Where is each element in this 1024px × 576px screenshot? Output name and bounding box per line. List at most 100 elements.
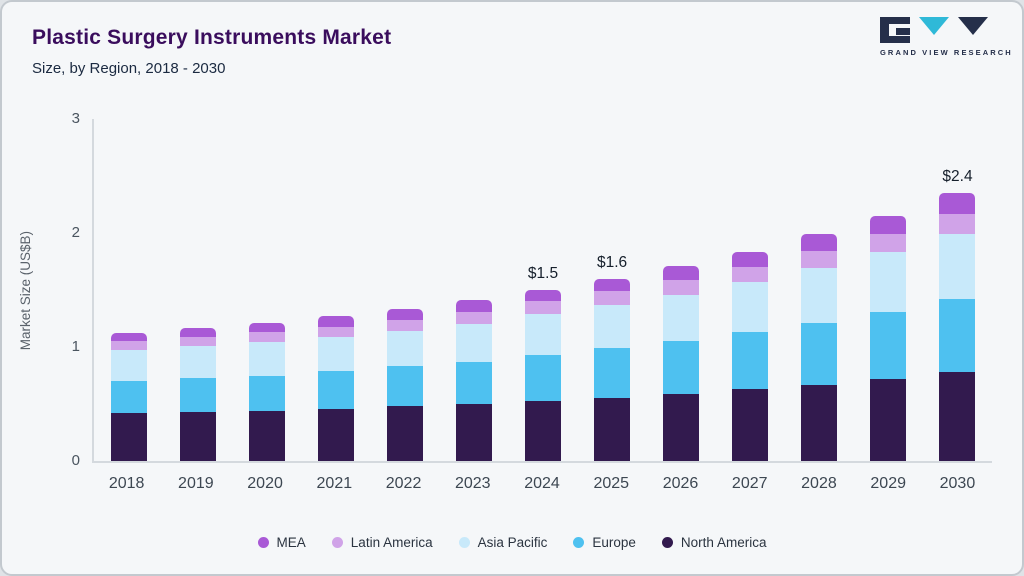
bar-column-2022 xyxy=(370,119,439,461)
stacked-bar-2029 xyxy=(870,215,907,461)
logo-g-glyph xyxy=(880,17,910,43)
y-tick-1: 1 xyxy=(71,338,80,355)
stacked-bar-2023 xyxy=(455,300,492,461)
legend-item-asia-pacific: Asia Pacific xyxy=(458,535,548,550)
legend-dot-latin-america xyxy=(331,537,343,548)
stacked-bar-2028 xyxy=(801,234,838,461)
segment-latin-america-2018 xyxy=(110,341,147,351)
segment-europe-2024 xyxy=(525,355,561,401)
segment-mea-2026 xyxy=(663,266,700,280)
segment-asia-pacific-2019 xyxy=(179,345,216,378)
segment-asia-pacific-2020 xyxy=(248,342,285,376)
segment-latin-america-2023 xyxy=(455,311,492,325)
legend-dot-europe xyxy=(573,537,585,548)
x-tick-2028: 2028 xyxy=(801,475,837,492)
segment-europe-2018 xyxy=(110,381,147,414)
segment-asia-pacific-2028 xyxy=(801,268,838,324)
value-label-2024: $1.5 xyxy=(527,265,559,283)
x-tick-2025: 2025 xyxy=(593,475,630,492)
y-tick-2: 2 xyxy=(71,224,80,241)
segment-mea-2024 xyxy=(525,290,561,302)
legend-label-asia-pacific: Asia Pacific xyxy=(477,535,548,550)
segment-latin-america-2025 xyxy=(594,291,631,305)
bar-column-2027 xyxy=(716,119,785,461)
legend: MEA Latin America Asia Pacific Europe North … xyxy=(2,535,1022,550)
segment-asia-pacific-2027 xyxy=(732,282,769,333)
x-tick-2026: 2026 xyxy=(662,475,699,492)
segment-mea-2029 xyxy=(870,215,907,235)
bar-column-2025: $1.6 xyxy=(578,119,647,461)
y-tick-0: 0 xyxy=(71,452,80,469)
segment-north-america-2019 xyxy=(179,411,216,461)
segment-europe-2021 xyxy=(317,370,354,409)
bar-column-2023 xyxy=(439,119,508,461)
segment-mea-2028 xyxy=(801,234,838,252)
stacked-bar-2030 xyxy=(939,193,976,461)
segment-north-america-2028 xyxy=(801,384,838,461)
segment-asia-pacific-2018 xyxy=(110,350,147,382)
segment-north-america-2027 xyxy=(732,389,769,461)
stacked-bar-2024 xyxy=(525,290,561,461)
stacked-bar-2019 xyxy=(179,327,216,461)
legend-label-north-america: North America xyxy=(680,535,767,550)
bar-column-2028 xyxy=(785,119,854,461)
segment-north-america-2022 xyxy=(386,406,423,461)
segment-mea-2023 xyxy=(455,300,492,312)
logo-icon xyxy=(880,17,988,43)
segment-europe-2028 xyxy=(801,323,838,385)
x-tick-2021: 2021 xyxy=(316,475,353,492)
x-tick-2030: 2030 xyxy=(939,475,976,492)
x-tick-2022: 2022 xyxy=(385,475,422,492)
value-label-2025: $1.6 xyxy=(597,253,628,271)
segment-europe-2027 xyxy=(732,332,769,390)
segment-latin-america-2021 xyxy=(317,326,354,337)
plot-area: $1.5 $1.6 $2.4 0 1 2 3 xyxy=(72,110,992,469)
segment-north-america-2030 xyxy=(939,372,976,461)
value-label-2030: $2.4 xyxy=(942,168,973,186)
segment-latin-america-2026 xyxy=(663,279,700,295)
bar-column-2024: $1.5 xyxy=(508,119,577,461)
legend-dot-north-america xyxy=(661,537,673,548)
segment-mea-2030 xyxy=(939,193,976,214)
x-tick-2024: 2024 xyxy=(524,475,560,492)
segment-europe-2023 xyxy=(455,361,492,404)
segment-mea-2022 xyxy=(386,309,423,320)
logo-text: GRAND VIEW RESEARCH xyxy=(880,48,1013,57)
bar-column-2030: $2.4 xyxy=(923,119,992,461)
bar-column-2020 xyxy=(232,119,301,461)
chart-subtitle: Size, by Region, 2018 - 2030 xyxy=(32,60,226,77)
legend-dot-mea xyxy=(257,537,269,548)
bar-column-2018 xyxy=(94,119,163,461)
y-axis-title: Market Size (US$B) xyxy=(18,119,33,463)
segment-latin-america-2024 xyxy=(525,301,561,314)
segment-north-america-2021 xyxy=(317,408,354,461)
segment-asia-pacific-2023 xyxy=(455,324,492,362)
segment-asia-pacific-2029 xyxy=(870,252,907,312)
stacked-bar-2020 xyxy=(248,323,285,461)
segment-north-america-2026 xyxy=(663,393,700,461)
x-tick-2019: 2019 xyxy=(178,475,214,492)
segment-asia-pacific-2021 xyxy=(317,336,354,371)
x-axis-labels: 2018 2019 2020 2021 2022 2023 2024 2025 2026 2027… xyxy=(92,475,992,493)
x-tick-2023: 2023 xyxy=(454,475,491,492)
stacked-bar-2027 xyxy=(732,252,769,461)
legend-item-north-america: North America xyxy=(661,535,767,550)
segment-europe-2030 xyxy=(939,299,976,373)
segment-europe-2022 xyxy=(386,366,423,407)
segment-north-america-2018 xyxy=(110,413,147,461)
legend-label-mea: MEA xyxy=(276,535,306,550)
segment-mea-2020 xyxy=(248,323,285,333)
logo-v-dark-glyph xyxy=(958,17,988,35)
legend-item-mea: MEA xyxy=(257,535,306,550)
segment-latin-america-2019 xyxy=(179,336,216,346)
segment-latin-america-2022 xyxy=(386,319,423,332)
bar-column-2021 xyxy=(301,119,370,461)
segment-mea-2019 xyxy=(179,327,216,337)
stacked-bar-2018 xyxy=(110,333,147,461)
segment-latin-america-2029 xyxy=(870,234,907,253)
chart-area: $1.5 $1.6 $2.4 0 1 2 3 2018 2019 2020 2021 2022 202… xyxy=(72,110,992,493)
segment-north-america-2025 xyxy=(594,398,631,461)
legend-item-europe: Europe xyxy=(573,535,636,550)
y-tick-3: 3 xyxy=(71,110,80,127)
